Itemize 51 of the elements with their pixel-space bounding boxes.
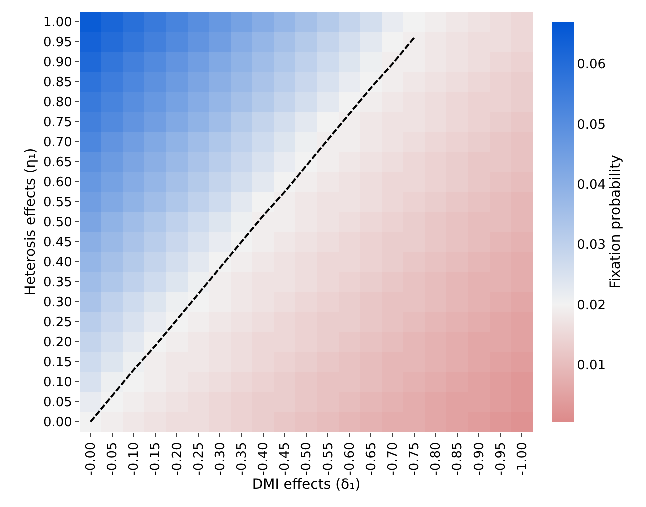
y-tick-label: 0.15: [43, 356, 72, 371]
x-tick-label: -0.45: [278, 442, 294, 476]
color-bar-label: 0.01: [577, 358, 606, 374]
x-tick-label: -0.90: [472, 442, 488, 476]
x-tick-label: -0.40: [256, 442, 272, 476]
y-tick-label: 0.25: [43, 316, 72, 331]
x-tick-label: -0.70: [386, 442, 402, 476]
y-tick-label: 0.80: [43, 96, 72, 111]
color-bar-label: 0.06: [577, 58, 606, 73]
y-tick-label: 0.90: [43, 56, 72, 71]
y-tick-label: 0.10: [43, 376, 72, 391]
x-tick-label: -0.00: [84, 442, 100, 476]
y-tick-label: 0.65: [43, 156, 72, 171]
y-tick-label: 0.95: [43, 36, 72, 51]
y-axis-title: Heterosis effects (η₁): [23, 148, 40, 296]
x-tick-label: -0.20: [170, 442, 186, 476]
x-tick-label: -0.15: [148, 442, 164, 476]
x-tick-label: -0.75: [408, 442, 423, 476]
x-tick-label: -1.00: [515, 442, 530, 476]
y-tick-label: 1.00: [43, 16, 72, 31]
y-tick-label: 0.70: [43, 136, 72, 151]
x-tick-label: -0.35: [235, 442, 250, 476]
y-tick-label: 0.75: [43, 116, 72, 131]
y-tick-label: 0.85: [43, 76, 72, 91]
x-tick-label: -0.80: [429, 442, 444, 476]
x-tick-label: -0.10: [127, 442, 142, 476]
x-tick-label: -0.60: [342, 442, 358, 476]
x-tick-label: -0.25: [192, 442, 207, 476]
x-tick-label: -0.05: [106, 442, 121, 476]
color-bar-label: 0.04: [577, 178, 606, 193]
x-tick-label: -0.55: [321, 442, 336, 476]
x-tick-label: -0.85: [450, 442, 466, 476]
y-tick-label: 0.20: [43, 336, 72, 351]
x-axis-title: DMI effects (δ₁): [252, 477, 361, 494]
x-tick-label: -0.95: [494, 442, 509, 476]
y-tick-label: 0.60: [43, 176, 72, 191]
color-bar-label: 0.05: [577, 118, 606, 133]
y-tick-label: 0.00: [43, 416, 72, 431]
y-tick-label: 0.45: [43, 236, 72, 251]
x-tick-label: -0.30: [213, 442, 228, 476]
y-tick-label: 0.40: [43, 256, 72, 271]
color-bar-label: 0.02: [577, 298, 606, 314]
color-bar-title: Fixation probability: [608, 155, 624, 289]
x-tick-label: -0.50: [300, 442, 315, 476]
x-tick-label: -0.65: [364, 442, 380, 476]
color-bar-label: 0.03: [577, 238, 606, 254]
y-tick-label: 0.30: [43, 296, 72, 311]
y-tick-label: 0.55: [43, 196, 72, 211]
y-tick-label: 0.50: [43, 216, 72, 231]
y-tick-label: 0.05: [43, 396, 72, 411]
y-tick-label: 0.35: [43, 276, 72, 291]
